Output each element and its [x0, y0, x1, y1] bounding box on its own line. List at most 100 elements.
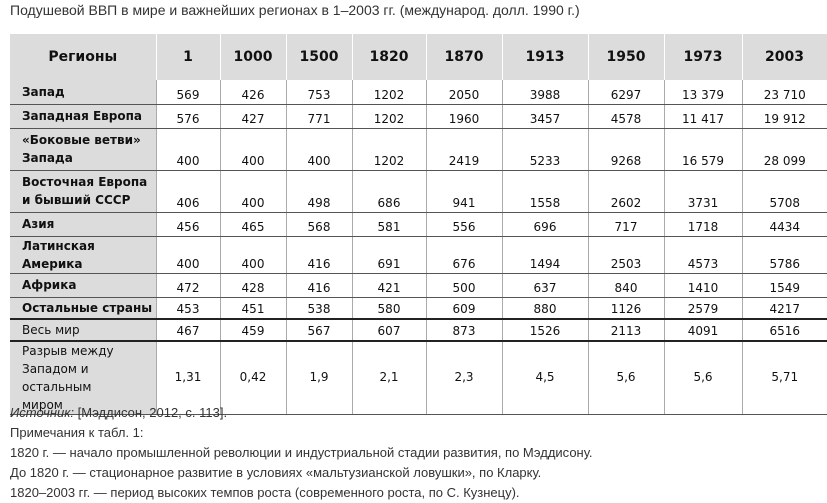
source-line: Источник: [Мэддисон, 2012, с. 113].	[10, 403, 593, 423]
gdp-table: Регионы 1 1000 1500 1820 1870 1913 1950 …	[10, 34, 827, 415]
row-value-cell: 416	[285, 236, 352, 274]
source-label: Источник:	[10, 405, 74, 420]
row-value-cell: 5,71	[741, 341, 827, 415]
source-text: [Мэддисон, 2012, с. 113].	[74, 405, 228, 420]
row-label: Разрыв между Западом и остальным миром	[10, 341, 156, 415]
row-value-cell: 941	[425, 170, 502, 213]
row-value-cell: 4091	[663, 319, 742, 342]
year-header: 1000	[219, 34, 287, 80]
row-value-cell: 3457	[501, 104, 588, 129]
row-value-cell: 569	[155, 80, 220, 105]
row-value-cell: 467	[155, 319, 220, 342]
row-value-cell: 880	[501, 297, 588, 320]
table-title: Подушевой ВВП в мире и важнейших региона…	[10, 2, 580, 18]
row-label: Африка	[10, 273, 156, 298]
row-value-cell: 427	[219, 104, 286, 129]
note-line: 1820 г. — начало промышленной революции …	[10, 445, 593, 460]
row-value-cell: 1558	[501, 170, 588, 213]
row-value-cell: 459	[219, 319, 286, 342]
row-value-cell: 607	[351, 319, 426, 342]
notes-block: Источник: [Мэддисон, 2012, с. 113]. Прим…	[10, 403, 593, 503]
row-value-cell: 5,6	[587, 341, 664, 415]
row-value-cell: 576	[155, 104, 220, 129]
year-header: 1500	[285, 34, 353, 80]
row-label: Азия	[10, 212, 156, 237]
row-value-cell: 23 710	[741, 80, 827, 105]
row-value-cell: 840	[587, 273, 664, 298]
row-value-cell: 28 099	[741, 128, 827, 171]
row-value-cell: 2,1	[351, 341, 426, 415]
row-value-cell: 400	[155, 128, 220, 171]
row-label: Восточная Европа и бывший СССР	[10, 170, 156, 213]
row-value-cell: 5786	[741, 236, 827, 274]
row-label: «Боковые ветви» Запада	[10, 128, 156, 171]
row-value-cell: 567	[285, 319, 352, 342]
row-label: Остальные страны	[10, 297, 156, 320]
year-header: 1950	[587, 34, 665, 80]
row-value-cell: 421	[351, 273, 426, 298]
row-value-cell: 676	[425, 236, 502, 274]
row-value-cell: 686	[351, 170, 426, 213]
row-value-cell: 500	[425, 273, 502, 298]
row-value-cell: 2579	[663, 297, 742, 320]
row-value-cell: 637	[501, 273, 588, 298]
year-header: 2003	[741, 34, 827, 80]
row-value-cell: 1126	[587, 297, 664, 320]
row-value-cell: 4,5	[501, 341, 588, 415]
row-value-cell: 451	[219, 297, 286, 320]
row-value-cell: 4217	[741, 297, 827, 320]
row-value-cell: 4573	[663, 236, 742, 274]
row-value-cell: 1410	[663, 273, 742, 298]
row-value-cell: 1,31	[155, 341, 220, 415]
row-value-cell: 1202	[351, 104, 426, 129]
row-value-cell: 3731	[663, 170, 742, 213]
note-line: 1820–2003 гг. — период высоких темпов ро…	[10, 485, 520, 500]
row-value-cell: 453	[155, 297, 220, 320]
header-row: Регионы 1 1000 1500 1820 1870 1913 1950 …	[10, 34, 827, 80]
row-value-cell: 580	[351, 297, 426, 320]
row-label-text: «Боковые ветви» Запада	[22, 133, 141, 165]
note-line: До 1820 г. — стационарное развитие в усл…	[10, 465, 542, 480]
row-value-cell: 11 417	[663, 104, 742, 129]
row-value-cell: 581	[351, 212, 426, 237]
row-value-cell: 556	[425, 212, 502, 237]
row-value-cell: 400	[155, 236, 220, 274]
table-row: «Боковые ветви» Запада 400 400 400 1202 2419 5…	[10, 128, 827, 171]
row-value-cell: 873	[425, 319, 502, 342]
row-value-cell: 2050	[425, 80, 502, 105]
row-value-cell: 1526	[501, 319, 588, 342]
row-value-cell: 1202	[351, 128, 426, 171]
row-value-cell: 1549	[741, 273, 827, 298]
row-value-cell: 1718	[663, 212, 742, 237]
row-value-cell: 753	[285, 80, 352, 105]
row-label: Латинская Америка	[10, 236, 156, 274]
row-value-cell: 2602	[587, 170, 664, 213]
row-value-cell: 406	[155, 170, 220, 213]
row-value-cell: 472	[155, 273, 220, 298]
table-row: Восточная Европа и бывший СССР 406 400 498 6…	[10, 170, 827, 213]
row-value-cell: 416	[285, 273, 352, 298]
row-value-cell: 19 912	[741, 104, 827, 129]
row-value-cell: 568	[285, 212, 352, 237]
table-row: Азия 456 465 568 581 556 696 717 1718 4434	[10, 212, 827, 237]
year-header: 1973	[663, 34, 743, 80]
row-value-cell: 1494	[501, 236, 588, 274]
row-value-cell: 428	[219, 273, 286, 298]
table-row: Латинская Америка 400 400 416 691 676 1494 2503…	[10, 236, 827, 274]
table-row: Остальные страны 453 451 538 580 609 880 1126 25…	[10, 297, 827, 320]
row-value-cell: 538	[285, 297, 352, 320]
row-value-cell: 456	[155, 212, 220, 237]
row-value-cell: 465	[219, 212, 286, 237]
row-value-cell: 609	[425, 297, 502, 320]
row-value-cell: 5,6	[663, 341, 742, 415]
year-header: 1	[155, 34, 221, 80]
row-label: Западная Европа	[10, 104, 156, 129]
row-value-cell: 2,3	[425, 341, 502, 415]
row-value-cell: 6297	[587, 80, 664, 105]
row-value-cell: 2113	[587, 319, 664, 342]
region-column-header: Регионы	[10, 34, 157, 80]
row-value-cell: 498	[285, 170, 352, 213]
row-value-cell: 4578	[587, 104, 664, 129]
year-header: 1820	[351, 34, 427, 80]
row-value-cell: 400	[285, 128, 352, 171]
